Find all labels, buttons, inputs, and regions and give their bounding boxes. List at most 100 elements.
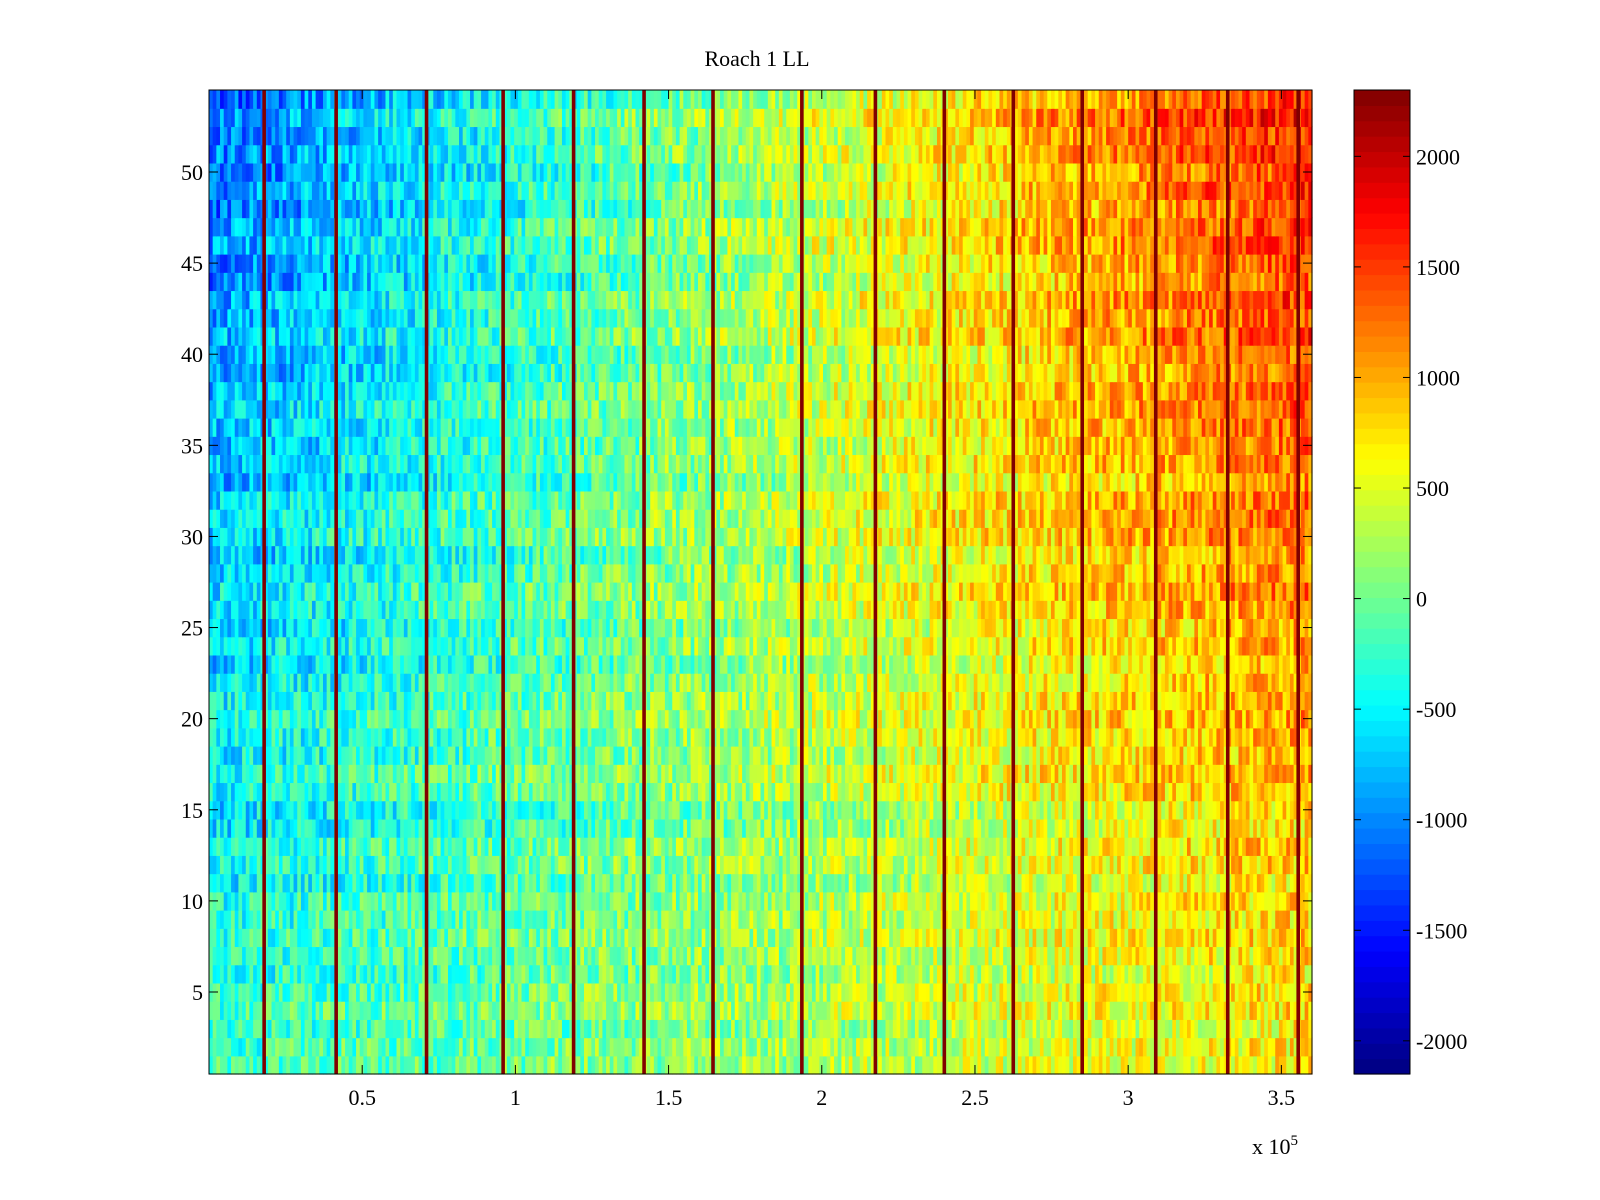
heatmap-cell: [929, 891, 934, 911]
heatmap-cell: [587, 891, 592, 911]
heatmap-cell: [782, 1001, 787, 1020]
heatmap-cell: [951, 818, 956, 838]
heatmap-cell: [253, 818, 258, 838]
heatmap-cell: [723, 946, 729, 966]
heatmap-cell: [414, 964, 420, 984]
heatmap-cell: [595, 855, 600, 875]
heatmap-cell: [326, 964, 331, 984]
heatmap-cell: [852, 800, 857, 820]
heatmap-cell: [1264, 964, 1269, 984]
heatmap-cell: [484, 800, 490, 820]
heatmap-cell: [756, 1019, 762, 1039]
heatmap-cell: [1278, 873, 1284, 893]
heatmap-cell: [330, 764, 335, 784]
heatmap-cell: [944, 910, 949, 929]
heatmap-cell: [481, 946, 486, 966]
heatmap-cell: [451, 873, 456, 893]
heatmap-cell: [407, 946, 412, 966]
heatmap-cell: [1098, 910, 1104, 929]
heatmap-cell: [392, 910, 398, 929]
heatmap-cell: [778, 764, 784, 784]
heatmap-cell: [289, 764, 295, 784]
heatmap-cell: [1028, 910, 1034, 929]
heatmap-cell: [532, 782, 537, 802]
heatmap-cell: [1106, 946, 1111, 966]
heatmap-cell: [764, 1055, 769, 1075]
heatmap-cell: [532, 837, 537, 856]
heatmap-cell: [892, 928, 898, 948]
heatmap-cell: [786, 982, 791, 1002]
heatmap-cell: [466, 837, 471, 856]
heatmap-cell: [745, 891, 751, 911]
heatmap-cell: [550, 1037, 556, 1057]
heatmap-cell: [473, 873, 478, 893]
heatmap-cell: [1146, 873, 1151, 893]
heatmap-cell: [447, 873, 453, 893]
heatmap-cell: [731, 782, 736, 802]
heatmap-cell: [631, 782, 637, 802]
heatmap-cell: [1142, 1037, 1148, 1057]
heatmap-cell: [863, 1019, 868, 1039]
heatmap-cell: [907, 782, 912, 802]
heatmap-cell: [1117, 928, 1122, 948]
heatmap-cell: [429, 964, 434, 984]
heatmap-cell: [510, 1001, 515, 1020]
heatmap-cell: [1245, 1037, 1251, 1057]
heatmap-cell: [727, 964, 732, 984]
heatmap-cell: [245, 1019, 251, 1039]
heatmap-cell: [587, 946, 592, 966]
heatmap-cell: [1186, 1019, 1192, 1039]
heatmap-cell: [1234, 782, 1240, 802]
heatmap-cell: [870, 928, 876, 948]
heatmap-cell: [694, 1019, 699, 1039]
heatmap-cell: [304, 891, 309, 911]
heatmap-cell: [1286, 873, 1291, 893]
heatmap-cell: [646, 928, 651, 948]
heatmap-cell: [418, 1055, 423, 1075]
heatmap-cell: [422, 982, 427, 1002]
heatmap-cell: [223, 800, 228, 820]
heatmap-cell: [657, 891, 662, 911]
heatmap-cell: [1194, 946, 1199, 966]
heatmap-cell: [322, 982, 328, 1002]
heatmap-cell: [922, 837, 927, 856]
heatmap-cell: [1271, 1001, 1276, 1020]
heatmap-cell: [392, 982, 398, 1002]
heatmap-cell: [381, 782, 387, 802]
heatmap-cell: [1179, 891, 1184, 911]
heatmap-cell: [962, 837, 967, 856]
heatmap-cell: [492, 800, 497, 820]
heatmap-cell: [385, 891, 390, 911]
heatmap-cell: [253, 1037, 258, 1057]
heatmap-cell: [249, 782, 254, 802]
heatmap-cell: [264, 837, 269, 856]
heatmap-cell: [451, 946, 456, 966]
heatmap-cell: [911, 800, 916, 820]
heatmap-cell: [995, 1001, 1001, 1020]
heatmap-cell: [532, 800, 537, 820]
heatmap-cell: [870, 873, 876, 893]
heatmap-cell: [1043, 800, 1048, 820]
heatmap-cell: [510, 946, 515, 966]
heatmap-cell: [558, 818, 563, 838]
heatmap-cell: [550, 910, 556, 929]
heatmap-cell: [782, 782, 787, 802]
heatmap-cell: [1278, 1001, 1284, 1020]
heatmap-cell: [1242, 928, 1247, 948]
heatmap-cell: [451, 1019, 456, 1039]
heatmap-cell: [922, 964, 927, 984]
heatmap-cell: [514, 818, 519, 838]
heatmap-cell: [686, 873, 692, 893]
heatmap-cell: [782, 928, 787, 948]
heatmap-cell: [517, 891, 523, 911]
heatmap-cell: [841, 818, 846, 838]
heatmap-cell: [948, 782, 953, 802]
heatmap-cell: [631, 928, 637, 948]
heatmap-cell: [378, 764, 383, 784]
heatmap-cell: [223, 982, 228, 1002]
heatmap-cell: [988, 873, 993, 893]
heatmap-cell: [712, 1037, 717, 1057]
heatmap-cell: [308, 1001, 313, 1020]
heatmap-cell: [282, 982, 287, 1002]
heatmap-cell: [1050, 891, 1056, 911]
